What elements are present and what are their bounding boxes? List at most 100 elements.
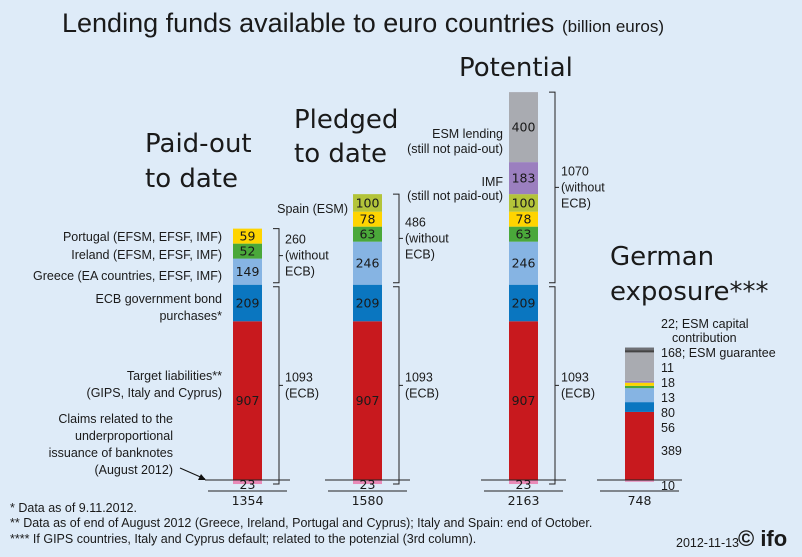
- total-label: 1354: [232, 493, 264, 508]
- data-label: 209: [512, 295, 536, 310]
- bracket-without-ecb-1-text: 260: [285, 233, 306, 247]
- bar-segment-ecb_bonds: [353, 284, 382, 322]
- bar-segment-greece: [233, 258, 262, 285]
- bar-segment-target: [233, 321, 262, 480]
- data-label: 100: [512, 195, 536, 210]
- bar-segment-banknotes: [625, 480, 654, 482]
- data-label: 78: [360, 212, 376, 227]
- heading-pledged-2: to date: [294, 139, 387, 169]
- claims-arrowhead: [198, 474, 206, 480]
- bracket-without-ecb-2-text: 486: [405, 215, 426, 229]
- data-label: 59: [240, 229, 256, 244]
- heading-paid-2: to date: [145, 164, 238, 194]
- bar-segment-portugal: [625, 382, 654, 386]
- bars: 9072091495259231354907209246637810023158…: [205, 92, 682, 508]
- data-label-banknotes: 23: [516, 477, 532, 492]
- bar-segment-target: [509, 321, 538, 480]
- heading-potential: Potential: [459, 53, 573, 83]
- data-label: 100: [356, 195, 380, 210]
- bracket-ecb-2-text: (ECB): [405, 386, 439, 400]
- ifo-logo: © ifo: [738, 526, 787, 551]
- heading-pledged: Pledged: [294, 105, 398, 135]
- data-label: 209: [236, 295, 260, 310]
- bracket-ecb-1-text: (ECB): [285, 386, 319, 400]
- german-label-target: 389: [661, 444, 682, 458]
- footnote-3: **** If GIPS countries, Italy and Cyprus…: [10, 532, 476, 546]
- data-label: 400: [512, 120, 536, 135]
- total-label: 2163: [508, 493, 540, 508]
- data-label: 78: [516, 212, 532, 227]
- bracket-without-ecb-2-text: (without: [405, 231, 449, 245]
- label-greece: Greece (EA countries, EFSF, IMF): [33, 269, 222, 283]
- bracket-without-ecb-3-text: ECB): [561, 196, 591, 210]
- bar-segment-imf: [625, 380, 654, 383]
- footnote-2: ** Data as of end of August 2012 (Greece…: [10, 516, 592, 530]
- bracket-without-ecb-1-bracket: [273, 228, 283, 284]
- bracket-without-ecb-3-text: 1070: [561, 164, 589, 178]
- bar-segment-ecb_bonds: [509, 284, 538, 322]
- bracket-without-ecb-1-text: ECB): [285, 265, 315, 279]
- bracket-ecb-3-text: 1093: [561, 370, 589, 384]
- bar-segment-portugal: [233, 228, 262, 244]
- bracket-ecb-2-text: 1093: [405, 370, 433, 384]
- bracket-without-ecb-2-bracket: [393, 193, 403, 284]
- brackets: [273, 91, 559, 485]
- label-ecb-2: purchases*: [159, 309, 222, 323]
- data-label: 246: [512, 256, 536, 271]
- bar-segment-spain: [353, 194, 382, 212]
- bracket-without-ecb-2-text: ECB): [405, 247, 435, 261]
- data-label: 246: [356, 256, 380, 271]
- heading-german-2: exposure***: [610, 277, 768, 307]
- total-label: 748: [628, 493, 652, 508]
- label-claims: Claims related to the: [58, 412, 173, 426]
- german-label-ireland: 13: [661, 391, 675, 405]
- footnote-1: * Data as of 9.11.2012.: [10, 501, 137, 515]
- bar-segment-ireland: [233, 243, 262, 259]
- bar-segment-banknotes: [509, 480, 538, 485]
- data-label: 149: [236, 264, 260, 279]
- data-label-banknotes: 23: [240, 477, 256, 492]
- label-esm: ESM lending: [432, 127, 503, 141]
- date: 2012-11-13: [676, 536, 739, 550]
- label-spain: Spain (ESM): [277, 202, 348, 216]
- data-label: 907: [512, 393, 536, 408]
- label-imf: IMF: [481, 175, 503, 189]
- label-esm-2: (still not paid-out): [407, 142, 503, 156]
- label-target-2: (GIPS, Italy and Cyprus): [87, 386, 222, 400]
- german-label-esm-capital-2: contribution: [672, 331, 737, 345]
- data-label-banknotes: 23: [360, 477, 376, 492]
- bar-segment-ireland: [509, 226, 538, 242]
- bar-segment-imf: [509, 162, 538, 195]
- label-portugal: Portugal (EFSM, EFSF, IMF): [63, 230, 222, 244]
- label-imf-2: (still not paid-out): [407, 189, 503, 203]
- german-label-ecb: 56: [661, 421, 675, 435]
- bar-segment-banknotes: [353, 480, 382, 485]
- bar-segment-ireland: [625, 385, 654, 389]
- bracket-without-ecb-3-bracket: [549, 91, 559, 284]
- german-label-esm-capital: 22; ESM capital: [661, 317, 749, 331]
- bar-segment-esm: [509, 92, 538, 163]
- bar-segment-ireland: [353, 226, 382, 242]
- bar-segment-greece: [509, 241, 538, 285]
- label-claims-4: (August 2012): [94, 463, 173, 477]
- bar-segment-esm_capital: [625, 347, 654, 352]
- bar-segment-ecb_bonds: [233, 284, 262, 322]
- label-ecb: ECB government bond: [96, 292, 223, 306]
- chart-unit: (billion euros): [562, 17, 664, 36]
- bar-segment-banknotes: [233, 480, 262, 485]
- heading-german: German: [610, 242, 714, 272]
- heading-paid: Paid-out: [145, 129, 252, 159]
- bar-segment-ecb_bonds: [625, 402, 654, 412]
- bracket-without-ecb-1-text: (without: [285, 249, 329, 263]
- data-label: 63: [360, 227, 376, 242]
- data-label: 907: [356, 393, 380, 408]
- bar-segment-esm: [625, 351, 654, 381]
- total-label: 1580: [352, 493, 384, 508]
- label-target: Target liabilities**: [127, 369, 222, 383]
- bracket-ecb-1-bracket: [273, 286, 283, 485]
- data-label: 52: [240, 244, 256, 259]
- label-claims-3: issuance of banknotes: [49, 446, 173, 460]
- label-ireland: Ireland (EFSM, EFSF, IMF): [71, 248, 222, 262]
- chart-title: Lending funds available to euro countrie…: [62, 8, 554, 38]
